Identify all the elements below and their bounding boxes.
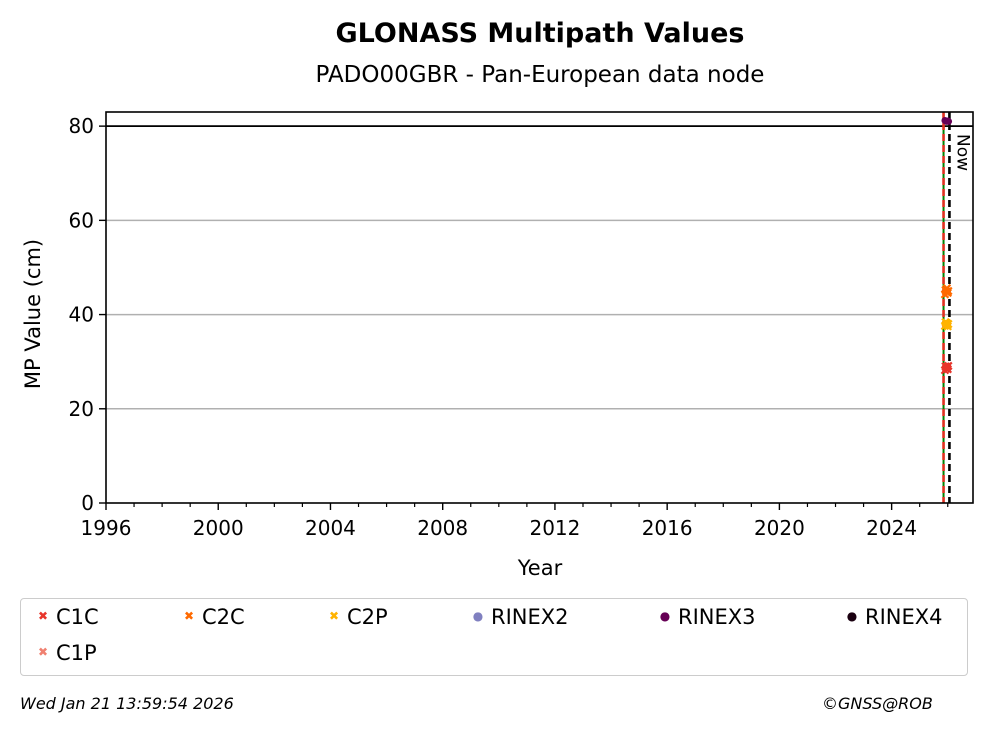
legend-marker-c2c: ✖ <box>183 609 195 623</box>
x-tick-label: 1996 <box>81 516 132 540</box>
axes-frame <box>105 111 974 504</box>
footer-timestamp: Wed Jan 21 13:59:54 2026 <box>20 694 234 713</box>
data-point-c2p <box>943 322 953 331</box>
x-tick-label: 2000 <box>193 516 244 540</box>
x-tick-label: 2012 <box>529 516 580 540</box>
x-tick-label: 2004 <box>305 516 356 540</box>
legend-item-rinex2: ● RINEX2 <box>471 605 569 630</box>
x-tick-label: 2016 <box>642 516 693 540</box>
data-point-c2c <box>944 286 953 296</box>
y-tick-label: 60 <box>69 208 94 232</box>
legend-label-c1c: C1C <box>56 605 99 629</box>
legend-label-c2p: C2P <box>347 605 388 629</box>
legend-marker-rinex4: ● <box>846 609 858 623</box>
y-axis-label: MP Value (cm) <box>21 239 45 389</box>
legend-marker-rinex2: ● <box>472 609 484 623</box>
legend-label-rinex3: RINEX3 <box>678 605 756 629</box>
legend-item-c2p: ✖ C2P <box>327 605 388 630</box>
x-axis-label: Year <box>517 556 563 580</box>
y-tick-label: 80 <box>69 114 94 138</box>
footer-credit: ©GNSS@ROB <box>822 694 933 713</box>
legend-label-c2c: C2C <box>202 605 245 629</box>
legend-item-c1p: ✖ C1P <box>36 641 97 666</box>
plot-area: Now 0 20 40 60 80 1996 2000 2004 2008 2012 2016 2020… <box>69 111 974 540</box>
data-point-rinex3 <box>945 117 953 125</box>
legend: ✖ C1C ✖ C2C ✖ C2P ● RINEX2 ● RINEX3 ● RINEX4 ✖… <box>20 598 968 676</box>
legend-label-c1p: C1P <box>56 641 97 665</box>
legend-label-rinex2: RINEX2 <box>491 605 569 629</box>
legend-item-c1c: ✖ C1C <box>36 605 99 630</box>
legend-item-rinex3: ● RINEX3 <box>658 605 756 630</box>
y-tick-label: 20 <box>69 397 94 421</box>
legend-label-rinex4: RINEX4 <box>865 605 943 629</box>
x-tick-label: 2024 <box>866 516 917 540</box>
chart-title: GLONASS Multipath Values <box>335 18 744 49</box>
legend-item-rinex4: ● RINEX4 <box>845 605 943 630</box>
x-tick-label: 2020 <box>754 516 805 540</box>
legend-marker-c1p: ✖ <box>37 645 49 659</box>
legend-marker-c2p: ✖ <box>328 609 340 623</box>
chart-subtitle: PADO00GBR - Pan-European data node <box>316 62 765 88</box>
x-tick-label: 2008 <box>417 516 468 540</box>
data-point-c2p <box>944 319 953 329</box>
legend-marker-rinex3: ● <box>659 609 671 623</box>
y-tick-label: 40 <box>69 303 94 327</box>
now-label: Now <box>952 134 972 171</box>
legend-marker-c1c: ✖ <box>37 609 49 623</box>
legend-item-c2c: ✖ C2C <box>182 605 245 630</box>
y-tick-label: 0 <box>81 491 94 515</box>
data-point-c1c <box>944 361 953 371</box>
